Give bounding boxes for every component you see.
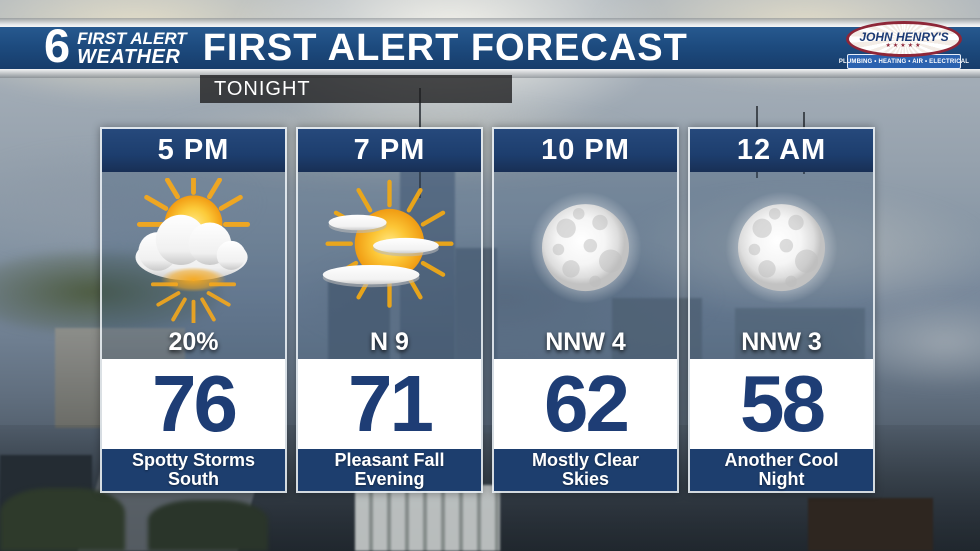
weather-icon xyxy=(307,178,472,323)
station-brand: FIRST ALERT WEATHER xyxy=(77,30,187,67)
description-line2: Evening xyxy=(354,469,425,489)
description-line2: Skies xyxy=(561,469,610,489)
forecast-card-5pm: 5 PM xyxy=(100,127,287,493)
card-icon-zone xyxy=(298,172,481,328)
card-time-label: 12 AM xyxy=(690,129,873,172)
station-logo: 6 FIRST ALERT WEATHER xyxy=(44,19,187,72)
sun-with-clouds-icon xyxy=(322,179,454,308)
card-icon-zone xyxy=(102,172,285,328)
weather-icon xyxy=(503,178,668,323)
temperature-value: 76 xyxy=(152,359,238,448)
card-icon-zone xyxy=(494,172,677,328)
card-icon-zone xyxy=(690,172,873,328)
header-top-edge xyxy=(0,18,980,27)
forecast-card-12am: 12 AM NNW 3 58 Another Cool Night xyxy=(688,127,875,493)
temperature-box: 71 xyxy=(298,359,481,449)
card-description: Pleasant Fall Evening xyxy=(298,449,481,491)
channel-number: 6 xyxy=(44,19,71,72)
description-line1: Spotty Storms xyxy=(131,450,255,471)
card-description: Another Cool Night xyxy=(690,449,873,491)
sun-behind-cloud-icon xyxy=(135,177,251,323)
sponsor-logo: JOHN HENRY'S ★★★★★ PLUMBING • HEATING • … xyxy=(839,21,969,75)
temperature-value: 62 xyxy=(544,359,630,448)
card-time-label: 5 PM xyxy=(102,129,285,172)
header-bottom-edge xyxy=(0,69,980,78)
description-line2: Night xyxy=(758,469,805,489)
page-title: FIRST ALERT FORECAST xyxy=(202,26,688,69)
wind-label: NNW 4 xyxy=(545,328,626,356)
weather-icon xyxy=(111,177,276,323)
card-description: Spotty Storms South xyxy=(102,449,285,491)
sponsor-badge: JOHN HENRY'S ★★★★★ xyxy=(846,21,962,57)
precip-chance-label: 20% xyxy=(168,328,219,356)
forecast-cards: 5 PM xyxy=(100,127,875,493)
period-label: TONIGHT xyxy=(200,75,512,103)
card-description: Mostly Clear Skies xyxy=(494,449,677,491)
forecast-card-10pm: 10 PM NNW 4 62 Mostly Clear Skies xyxy=(492,127,679,493)
full-moon-icon xyxy=(725,191,838,304)
wind-label: N 9 xyxy=(370,328,409,356)
card-time-label: 7 PM xyxy=(298,129,481,172)
temperature-box: 62 xyxy=(494,359,677,449)
sponsor-stars: ★★★★★ xyxy=(885,42,923,49)
sponsor-name: JOHN HENRY'S xyxy=(859,29,949,44)
temperature-box: 76 xyxy=(102,359,285,449)
temperature-box: 58 xyxy=(690,359,873,449)
weather-icon xyxy=(699,178,864,323)
temperature-value: 58 xyxy=(740,359,826,448)
description-line1: Mostly Clear xyxy=(531,450,640,471)
description-line2: South xyxy=(168,469,219,489)
description-line1: Another Cool xyxy=(724,450,839,471)
wind-label: NNW 3 xyxy=(741,328,822,356)
description-line1: Pleasant Fall xyxy=(334,450,445,471)
header-navy-bar: 6 FIRST ALERT WEATHER FIRST ALERT FORECA… xyxy=(0,19,980,72)
station-brand-line1: FIRST ALERT xyxy=(77,28,187,48)
temperature-value: 71 xyxy=(348,359,434,448)
forecast-card-7pm: 7 PM N 9 71 xyxy=(296,127,483,493)
station-brand-line2: WEATHER xyxy=(77,45,181,68)
full-moon-icon xyxy=(529,191,642,304)
header-bar: 6 FIRST ALERT WEATHER FIRST ALERT FORECA… xyxy=(0,18,980,78)
card-time-label: 10 PM xyxy=(494,129,677,172)
